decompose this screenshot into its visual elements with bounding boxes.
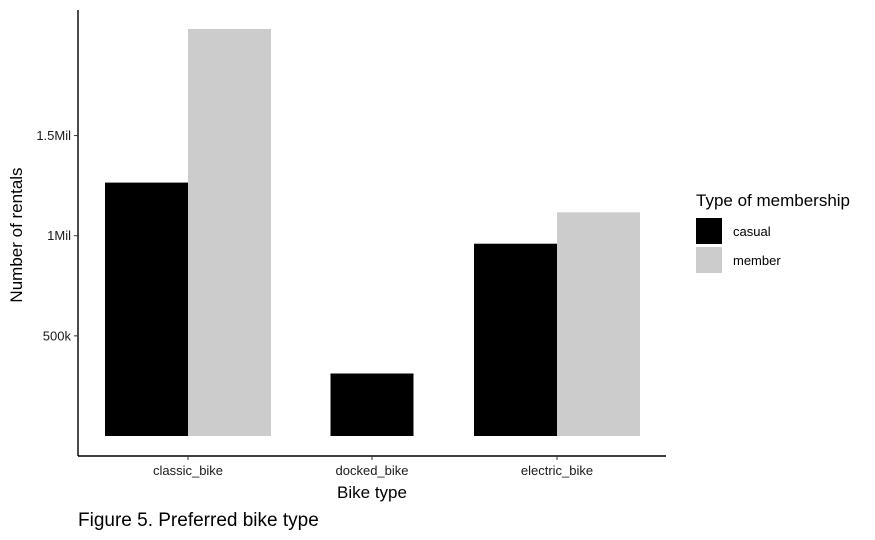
legend-label-casual: casual	[733, 224, 771, 239]
legend: Type of membership casual member	[696, 191, 850, 273]
bar-electric_bike-casual	[474, 243, 557, 436]
x-tick-label: electric_bike	[521, 463, 593, 478]
legend-title: Type of membership	[696, 191, 850, 210]
x-tick-label: docked_bike	[336, 463, 409, 478]
legend-items: casual member	[696, 218, 781, 273]
legend-label-member: member	[733, 253, 781, 268]
y-tick-label: 1.5Mil	[36, 128, 71, 143]
legend-key-casual	[696, 218, 722, 244]
y-tick-label: 1Mil	[47, 228, 71, 243]
bar-docked_bike-casual	[330, 373, 414, 436]
bar-classic_bike-member	[188, 29, 271, 436]
y-tick-label: 500k	[43, 328, 72, 343]
x-axis-title: Bike type	[337, 483, 407, 502]
x-tick-label: classic_bike	[153, 463, 223, 478]
x-ticks: classic_bike docked_bike electric_bike	[153, 456, 593, 478]
figure-caption: Figure 5. Preferred bike type	[78, 510, 319, 531]
bars-layer	[105, 29, 640, 436]
legend-key-member	[696, 247, 722, 273]
y-ticks: 500k 1Mil 1.5Mil	[36, 128, 78, 343]
bar-classic_bike-casual	[105, 182, 188, 436]
y-axis-title: Number of rentals	[7, 167, 26, 302]
bar-electric_bike-member	[557, 212, 640, 436]
